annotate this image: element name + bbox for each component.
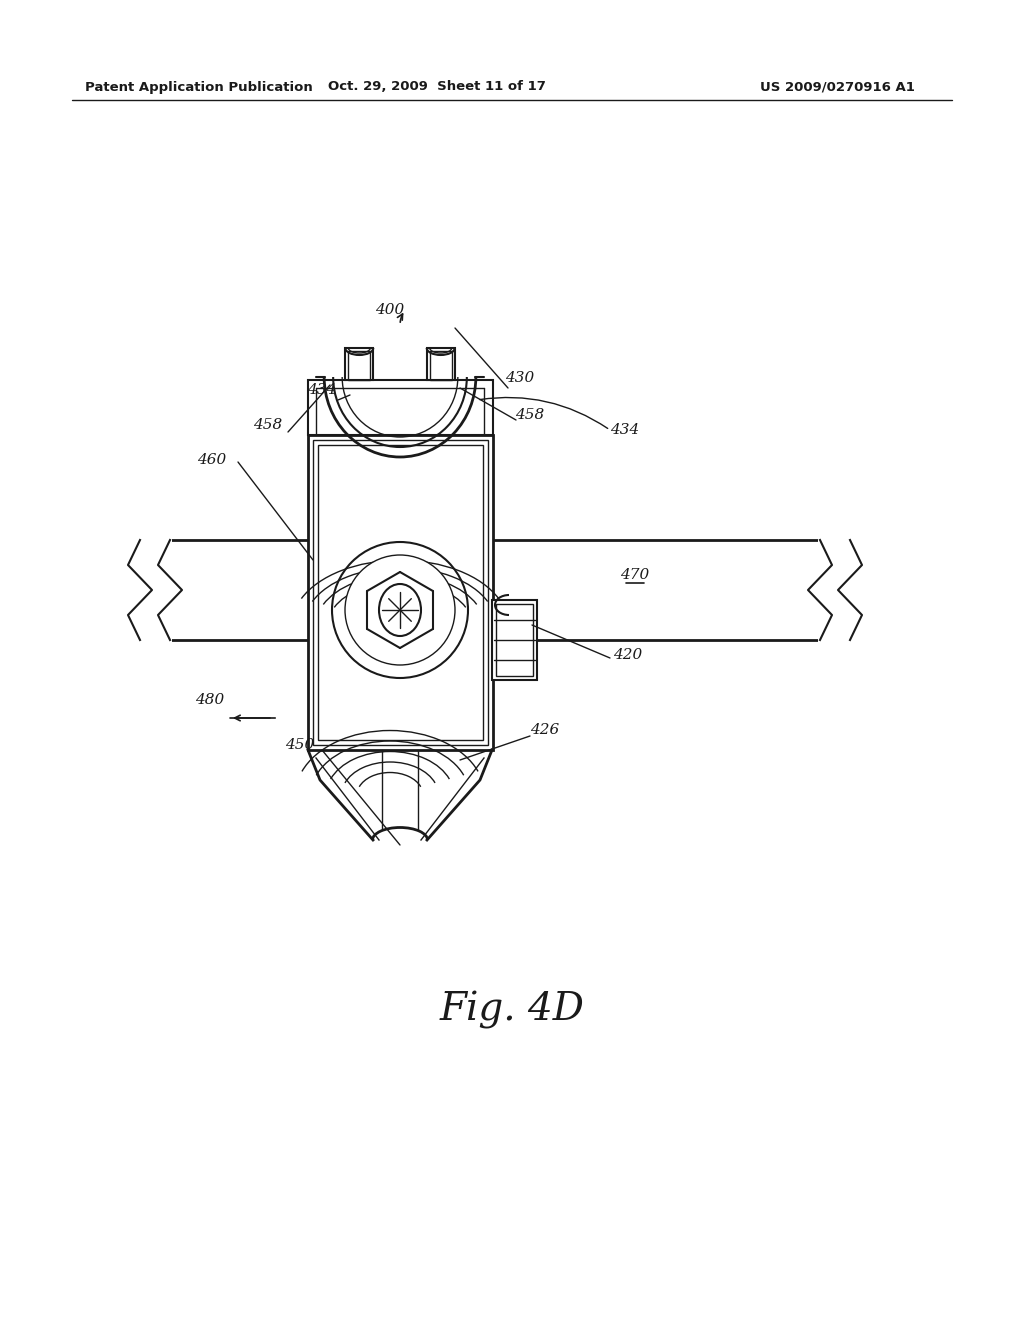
Bar	[492, 601, 537, 680]
Ellipse shape	[379, 583, 421, 636]
Text: Patent Application Publication: Patent Application Publication	[85, 81, 312, 94]
Bar	[818, 539, 888, 642]
Bar	[308, 436, 493, 750]
Text: 460: 460	[198, 453, 226, 467]
Text: Oct. 29, 2009  Sheet 11 of 17: Oct. 29, 2009 Sheet 11 of 17	[328, 81, 546, 94]
Bar	[313, 440, 488, 744]
Bar	[308, 380, 493, 436]
Text: 458: 458	[515, 408, 545, 422]
Bar	[128, 539, 172, 642]
Text: Fig. 4D: Fig. 4D	[439, 991, 585, 1030]
Text: 480: 480	[196, 693, 224, 708]
Ellipse shape	[332, 543, 468, 678]
Bar	[345, 348, 374, 380]
Text: 400: 400	[376, 304, 404, 317]
Text: 420: 420	[613, 648, 643, 663]
Bar	[318, 445, 483, 741]
Bar	[496, 605, 534, 676]
Bar	[348, 351, 371, 380]
Bar	[130, 540, 840, 640]
Text: 430: 430	[506, 371, 535, 385]
Ellipse shape	[345, 554, 455, 665]
Text: 458: 458	[253, 418, 283, 432]
Text: 426: 426	[530, 723, 560, 737]
Text: 434: 434	[307, 383, 337, 397]
Bar	[427, 348, 455, 380]
Text: US 2009/0270916 A1: US 2009/0270916 A1	[760, 81, 914, 94]
Bar	[430, 351, 452, 380]
Text: 470: 470	[621, 568, 649, 582]
Text: 450: 450	[286, 738, 314, 752]
Text: 434: 434	[610, 422, 640, 437]
